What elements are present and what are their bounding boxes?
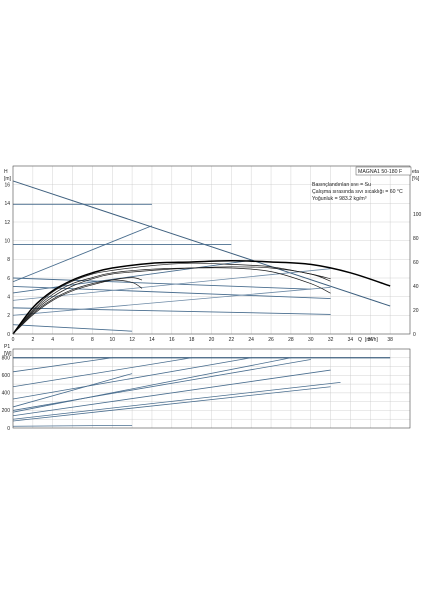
head-tick-label: 2 xyxy=(7,313,10,319)
constant-curve-line xyxy=(12,225,153,283)
power-line xyxy=(12,369,331,417)
proportional-curve-line xyxy=(12,286,331,316)
x-tick-label: 32 xyxy=(328,337,334,343)
eta-axis-title: eta xyxy=(412,169,419,175)
x-tick-label: 20 xyxy=(209,337,215,343)
efficiency-line xyxy=(12,279,143,335)
constant-curve-line xyxy=(12,285,331,299)
efficiency-line xyxy=(12,266,331,335)
x-tick-label: 22 xyxy=(229,337,235,343)
x-tick-label: 18 xyxy=(189,337,195,343)
x-tick-label: 6 xyxy=(71,337,74,343)
x-tick-label: 24 xyxy=(248,337,254,343)
info-line-density: Yoğunluk = 983.2 kg/m³ xyxy=(312,196,367,202)
x-tick-label: 36 xyxy=(368,337,374,343)
power-line xyxy=(12,357,291,413)
power-axis-unit: [W] xyxy=(4,351,12,357)
power-line xyxy=(12,386,331,422)
eta-tick-label: 0 xyxy=(413,332,416,338)
head-tick-label: 12 xyxy=(4,220,10,226)
efficiency-line xyxy=(12,262,331,335)
power-line xyxy=(12,357,192,388)
head-tick-labels: 0 2 4 6 8 10 12 14 16 18 20 22 24 26 28 30 32 34 36 3802468… xyxy=(4,182,421,343)
model-label-box xyxy=(355,166,412,176)
efficiency-line xyxy=(12,267,331,335)
head-tick-label: 0 xyxy=(7,332,10,338)
eta-tick-label: 20 xyxy=(413,308,419,314)
head-tick-label: 10 xyxy=(4,238,10,244)
x-tick-label: 8 xyxy=(91,337,94,343)
head-frame xyxy=(12,165,411,335)
max-curve-line xyxy=(12,180,391,307)
flow-axis-title: Q xyxy=(358,337,362,343)
x-tick-label: 2 xyxy=(31,337,34,343)
power-tick-label: 600 xyxy=(2,373,11,379)
power-line xyxy=(12,424,133,427)
eta-tick-label: 60 xyxy=(413,260,419,266)
head-tick-label: 4 xyxy=(7,294,10,300)
power-line xyxy=(12,357,252,400)
eta-axis-unit: [%] xyxy=(412,176,420,182)
power-curves xyxy=(12,357,391,427)
head-curves xyxy=(12,180,391,335)
head-tick-label: 6 xyxy=(7,276,10,282)
efficiency-max-line xyxy=(12,260,391,335)
head-axis-title: H xyxy=(4,169,8,175)
power-tick-label: 800 xyxy=(2,356,11,362)
x-tick-label: 34 xyxy=(348,337,354,343)
eta-tick-label: 40 xyxy=(413,284,419,290)
constant-curve-line xyxy=(12,307,331,315)
x-tick-label: 14 xyxy=(149,337,155,343)
head-tick-label: 8 xyxy=(7,257,10,263)
model-label: MAGNA1 50-180 F xyxy=(358,169,402,175)
power-tick-label: 200 xyxy=(2,408,11,414)
head-axis-unit: [m] xyxy=(4,176,12,182)
x-tick-label: 26 xyxy=(268,337,274,343)
x-tick-label: 0 xyxy=(12,337,15,343)
power-frame xyxy=(12,348,411,429)
power-plot-frame xyxy=(12,348,411,429)
proportional-curve-line xyxy=(12,268,331,301)
x-tick-label: 10 xyxy=(109,337,115,343)
power-tick-label: 0 xyxy=(7,426,10,432)
constant-curve-line xyxy=(12,277,311,290)
eta-tick-label: 80 xyxy=(413,236,419,242)
power-tick-labels: 0 200 400 600 800 xyxy=(2,356,11,432)
constant-curve-line xyxy=(12,324,133,332)
x-tick-label: 28 xyxy=(288,337,294,343)
x-tick-label: 16 xyxy=(169,337,175,343)
head-tick-label: 16 xyxy=(4,182,10,188)
x-tick-label: 4 xyxy=(51,337,54,343)
power-axis-title: P1 xyxy=(4,344,10,350)
x-tick-label: 12 xyxy=(129,337,135,343)
eta-tick-label: 100 xyxy=(413,212,422,218)
info-line-temperature: Çalışma sırasında sıvı sıcaklığı = 60 °C xyxy=(312,189,403,195)
head-plot-frame xyxy=(12,165,411,335)
power-line xyxy=(12,359,311,411)
efficiency-line xyxy=(12,277,143,335)
info-line-fluid: Basınçlandırılan sıvı = Su xyxy=(312,182,371,188)
x-tick-label: 38 xyxy=(387,337,393,343)
flow-axis-unit: [m³/h] xyxy=(365,337,378,343)
power-line xyxy=(12,381,341,420)
x-tick-label: 30 xyxy=(308,337,314,343)
power-tick-label: 400 xyxy=(2,391,11,397)
head-tick-label: 14 xyxy=(4,201,10,207)
power-line xyxy=(12,373,133,408)
power-line xyxy=(12,357,113,373)
